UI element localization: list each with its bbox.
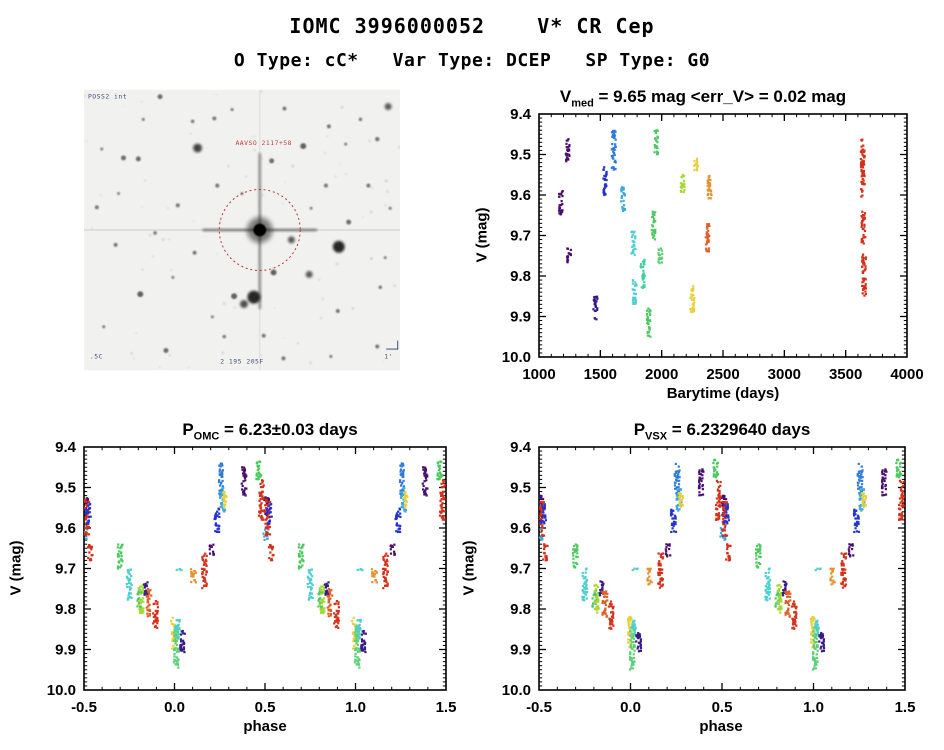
svg-text:9.6: 9.6 bbox=[55, 520, 76, 537]
svg-text:9.4: 9.4 bbox=[510, 106, 532, 123]
svg-text:9.8: 9.8 bbox=[55, 601, 76, 618]
page-title: IOMC 3996000052 V* CR Cep bbox=[289, 14, 655, 38]
svg-text:0.0: 0.0 bbox=[620, 699, 641, 716]
svg-text:9.9: 9.9 bbox=[510, 642, 531, 659]
svg-text:3000: 3000 bbox=[768, 366, 801, 383]
lightcurve-title: Vmed = 9.65 mag <err_V> = 0.02 mag bbox=[560, 87, 846, 109]
svg-text:10.0: 10.0 bbox=[502, 682, 531, 699]
svg-text:9.6: 9.6 bbox=[510, 520, 531, 537]
survey-label: POSS2 int bbox=[88, 93, 127, 101]
svg-text:1.0: 1.0 bbox=[345, 699, 366, 716]
phase-vsx-title: PVSX = 6.2329640 days bbox=[634, 420, 811, 442]
svg-text:2000: 2000 bbox=[645, 366, 678, 383]
phase-vsx-yaxis-label: V (mag) bbox=[460, 540, 478, 596]
phase-vsx-xaxis-label: phase bbox=[699, 718, 743, 735]
lightcurve-yaxis-label: V (mag) bbox=[473, 207, 491, 263]
svg-text:9.9: 9.9 bbox=[55, 642, 76, 659]
lightcurve-title-main: V bbox=[559, 87, 572, 106]
phase-vsx-title-rest: = 6.2329640 days bbox=[667, 420, 811, 439]
target-label: AAVSO 2117+58 bbox=[235, 139, 292, 147]
svg-text:9.8: 9.8 bbox=[510, 601, 531, 618]
svg-text:4000: 4000 bbox=[890, 366, 923, 383]
phase-omc-title-main: P bbox=[182, 420, 194, 439]
svg-text:9.7: 9.7 bbox=[510, 228, 531, 245]
phase-omc-title-sub: OMC bbox=[193, 430, 220, 443]
phase-omc-plot: -0.5 0.0 0.5 1.0 1.5 9.4 9.5 9.6 9.7 9.8 9.9 10.0 bbox=[47, 439, 457, 716]
svg-text:3500: 3500 bbox=[829, 366, 862, 383]
svg-text:10.0: 10.0 bbox=[502, 349, 531, 366]
corner-label: .5C bbox=[90, 352, 103, 360]
svg-text:0.0: 0.0 bbox=[164, 699, 185, 716]
svg-text:9.4: 9.4 bbox=[510, 439, 532, 456]
svg-text:1500: 1500 bbox=[584, 366, 617, 383]
svg-text:9.5: 9.5 bbox=[55, 480, 76, 497]
svg-text:9.5: 9.5 bbox=[510, 147, 531, 164]
svg-text:0.5: 0.5 bbox=[255, 699, 276, 716]
svg-text:1.5: 1.5 bbox=[895, 699, 916, 716]
svg-text:9.6: 9.6 bbox=[510, 187, 531, 204]
lightcurve-title-sub: med bbox=[571, 97, 594, 110]
scale-label: 1' bbox=[384, 352, 393, 360]
phase-omc-title: POMC = 6.23±0.03 days bbox=[182, 420, 357, 442]
svg-text:9.9: 9.9 bbox=[510, 309, 531, 326]
svg-text:0.5: 0.5 bbox=[712, 699, 733, 716]
svg-text:-0.5: -0.5 bbox=[71, 699, 97, 716]
lightcurve-title-rest: = 9.65 mag <err_V> = 0.02 mag bbox=[593, 87, 847, 106]
phase-vsx-plot: -0.5 0.0 0.5 1.0 1.5 9.4 9.5 9.6 9.7 9.8 9.9 10.0 bbox=[502, 439, 916, 716]
phase-omc-title-rest: = 6.23±0.03 days bbox=[219, 420, 358, 439]
svg-text:9.7: 9.7 bbox=[510, 561, 531, 578]
phase-omc-yaxis-label: V (mag) bbox=[7, 540, 25, 596]
phase-omc-xaxis-label: phase bbox=[243, 718, 287, 735]
finder-chart-image: POSS2 int AAVSO 2117+58 2 195 205F .5C 1' bbox=[84, 89, 400, 371]
svg-text:9.5: 9.5 bbox=[510, 480, 531, 497]
page-subtitle: O Type: cC* Var Type: DCEP SP Type: G0 bbox=[233, 50, 711, 71]
phase-vsx-title-main: P bbox=[633, 420, 646, 439]
svg-text:9.7: 9.7 bbox=[55, 561, 76, 578]
svg-text:2500: 2500 bbox=[706, 366, 739, 383]
svg-text:10.0: 10.0 bbox=[47, 682, 76, 699]
lightcurve-xaxis-label: Barytime (days) bbox=[666, 385, 780, 402]
svg-text:-0.5: -0.5 bbox=[526, 699, 552, 716]
phase-vsx-title-sub: VSX bbox=[645, 430, 668, 443]
svg-text:1.5: 1.5 bbox=[436, 699, 457, 716]
svg-text:1.0: 1.0 bbox=[803, 699, 824, 716]
lightcurve-plot: 1000 1500 2000 2500 3000 3500 4000 9.4 9.5 9.6 9.7… bbox=[502, 106, 924, 383]
coords-label: 2 195 205F bbox=[220, 357, 264, 365]
svg-text:1000: 1000 bbox=[522, 366, 555, 383]
svg-text:9.4: 9.4 bbox=[55, 439, 77, 456]
svg-text:9.8: 9.8 bbox=[510, 268, 531, 285]
